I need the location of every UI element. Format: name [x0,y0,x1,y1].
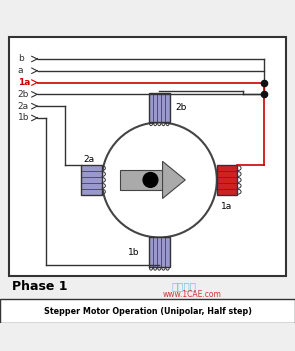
Bar [149,237,170,267]
Text: 2b: 2b [176,103,187,112]
Bar [217,165,237,195]
Text: www.1CAE.com: www.1CAE.com [162,290,221,299]
Text: Phase 1: Phase 1 [12,280,67,293]
Text: a: a [18,66,23,75]
Bar [81,165,102,195]
Text: 1a: 1a [221,202,232,211]
Bar [9,37,286,276]
Text: 2b: 2b [18,90,29,99]
Bar [120,170,169,190]
Text: 1b: 1b [128,248,140,257]
Bar [0,299,295,323]
Polygon shape [163,161,185,199]
Text: 仿真在线: 仿真在线 [171,281,196,291]
Text: 2a: 2a [83,155,94,164]
Text: 1b: 1b [18,113,29,122]
Bar [149,93,170,122]
Text: 2a: 2a [18,102,29,111]
Text: Stepper Motor Operation (Unipolar, Half step): Stepper Motor Operation (Unipolar, Half … [43,307,252,316]
Circle shape [143,173,158,187]
Circle shape [102,122,217,237]
Text: b: b [18,54,23,64]
Text: 1a: 1a [18,78,30,87]
